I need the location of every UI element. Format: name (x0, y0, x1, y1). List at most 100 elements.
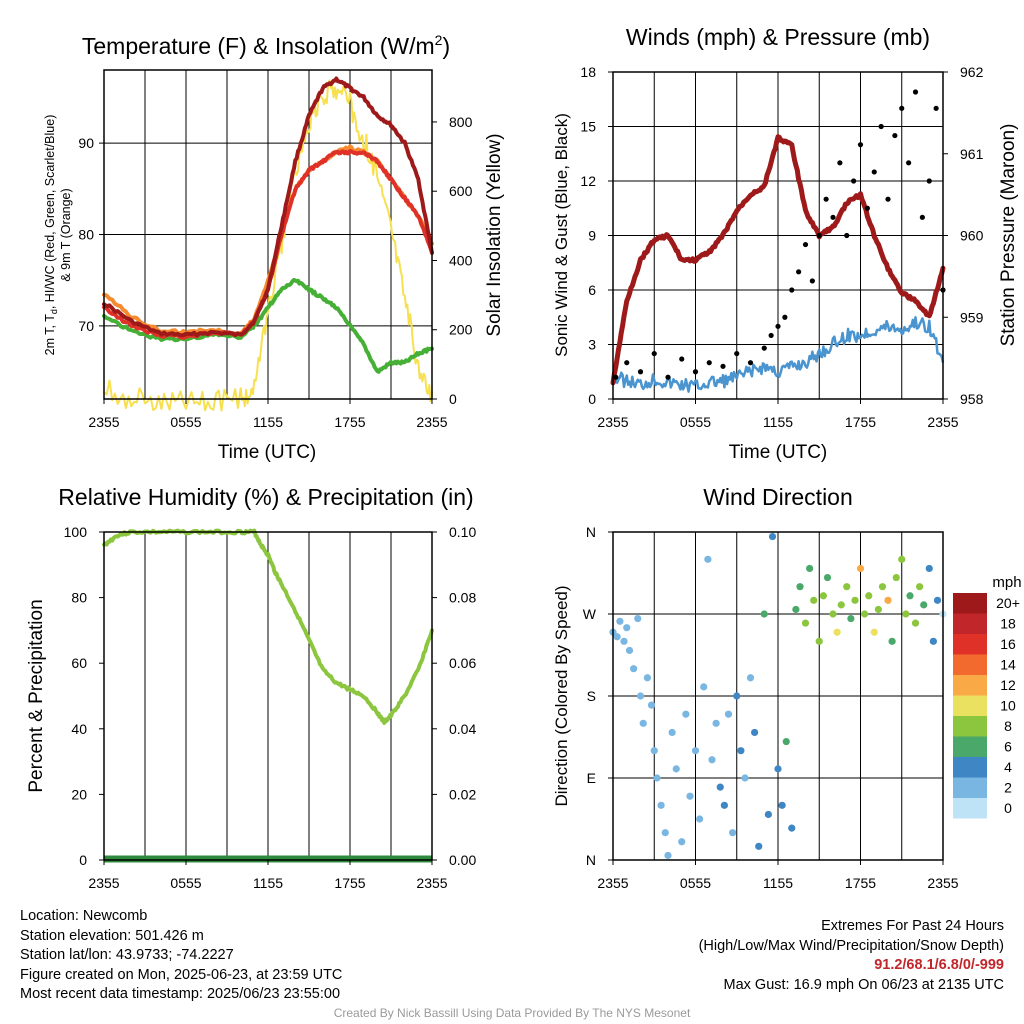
pressure-y-tick-label: 958 (960, 391, 984, 407)
direction-point (613, 633, 621, 641)
direction-point (664, 851, 672, 860)
speed-legend-swatch (953, 675, 987, 696)
speed-legend-swatch (953, 634, 987, 655)
extremes-title: Extremes For Past 24 Hours (821, 918, 1004, 934)
precipitation-y-ticks: 0.00 0.02 0.04 0.06 0.08 0.10 (432, 524, 476, 868)
gust-point (613, 374, 619, 380)
humidity-y-tick-label: 80 (71, 590, 87, 606)
direction-point (925, 564, 933, 573)
gust-point (926, 178, 932, 184)
humidity-y-axis-label: Percent & Precipitation (26, 599, 47, 792)
direction-point (823, 573, 832, 582)
precipitation-y-tick-label: 0.06 (449, 655, 476, 671)
winds-x-tick-label: 0555 (680, 414, 711, 430)
direction-point (672, 765, 680, 773)
direction-point (861, 610, 869, 618)
station-latlon: Station lat/lon: 43.9733; -74.2227 (20, 947, 234, 963)
speed-legend-label: 20+ (996, 595, 1020, 611)
speed-legend-label: 10 (1000, 698, 1016, 714)
speed-legend-swatch (953, 613, 987, 634)
speed-legend-label: 2 (1004, 780, 1012, 796)
direction-point (746, 674, 755, 682)
gust-point (796, 269, 802, 275)
temperature-y-axis-label: 2m T, Td, HI/WC (Red, Green, Scarlet/Blu… (43, 115, 59, 356)
precipitation-y-tick-label: 0.08 (449, 590, 476, 606)
meteogram-figure: Temperature (F) & Insolation (W/m2) 7080… (26, 24, 1022, 891)
gust-point (892, 132, 898, 139)
direction-point (724, 710, 733, 718)
wind-direction-grid (613, 531, 943, 861)
gust-point (665, 374, 671, 380)
gust-point (933, 105, 939, 111)
extremes-subtitle: (High/Low/Max Wind/Precipitation/Snow De… (698, 937, 1004, 954)
speed-legend-label: 18 (1000, 616, 1016, 632)
direction-point (815, 637, 823, 645)
credit-line: Created By Nick Bassill Using Data Provi… (333, 1006, 691, 1020)
direction-point (630, 665, 638, 673)
direction-point (874, 605, 882, 614)
humidity-x-tick-label: 2355 (88, 875, 119, 891)
gust-point (878, 123, 884, 130)
direction-point (782, 737, 790, 746)
wind-direction-x-tick-label: 1755 (845, 875, 876, 891)
wind-y-tick-label: 6 (588, 282, 596, 298)
direction-y-tick-label: E (587, 770, 596, 786)
direction-point (760, 610, 768, 618)
direction-point (851, 596, 859, 604)
gust-point (830, 214, 836, 220)
direction-point (837, 601, 845, 609)
speed-legend-swatch (953, 736, 987, 757)
direction-point (647, 701, 656, 709)
gust-point (747, 360, 754, 366)
wind-y-tick-label: 3 (588, 337, 596, 353)
direction-point (708, 756, 716, 764)
gust-point (912, 89, 919, 95)
temperature-x-tick-label: 2355 (416, 414, 447, 430)
direction-point (865, 592, 873, 600)
insolation-y-tick-label: 200 (449, 322, 473, 338)
temperature-x-tick-label: 0555 (170, 414, 201, 430)
precipitation-y-tick-label: 0.10 (449, 524, 476, 540)
wind-y-tick-label: 15 (580, 119, 596, 135)
direction-y-tick-label: N (586, 852, 596, 868)
speed-legend-swatch (953, 654, 987, 675)
station-elevation: Station elevation: 501.426 m (20, 927, 204, 944)
temperature-x-tick-label: 2355 (88, 414, 119, 430)
speed-color-legend: 20+ 18 16 14 12 10 8 6 4 2 0 (953, 593, 1020, 819)
direction-point (916, 583, 924, 591)
speed-legend-label: 8 (1004, 718, 1012, 734)
direction-point (755, 842, 763, 850)
direction-y-tick-label: N (586, 524, 596, 540)
speed-legend-swatch (953, 777, 987, 798)
gust-point (775, 323, 781, 329)
direction-point (778, 801, 786, 809)
gust-point (899, 105, 905, 111)
direction-point (751, 728, 759, 737)
humidity-y-ticks: 0 20 40 60 80 100 (64, 524, 104, 868)
humidity-x-tick-label: 1755 (334, 875, 365, 891)
direction-point (733, 692, 741, 700)
temperature-y-tick-label: 70 (78, 318, 94, 334)
winds-series (610, 89, 946, 393)
temperature-y-axis-label-line2: & 9m T (Orange) (59, 188, 73, 281)
direction-point (639, 719, 647, 727)
gust-point (706, 360, 712, 366)
direction-point (856, 564, 865, 573)
direction-point (792, 605, 800, 614)
direction-point (661, 829, 669, 837)
gust-point (844, 232, 850, 239)
gust-point (864, 205, 870, 211)
insolation-y-tick-label: 600 (449, 183, 473, 199)
gust-point (816, 232, 822, 239)
gust-point (871, 169, 877, 175)
direction-point (888, 637, 896, 645)
direction-point (764, 810, 772, 819)
direction-point (636, 692, 645, 700)
direction-y-tick-label: W (583, 606, 597, 622)
temperature-y-tick-label: 90 (78, 135, 94, 151)
gust-point (637, 369, 644, 375)
wind-direction-x-ticks: 2355 0555 1155 1755 2355 (597, 860, 959, 891)
temperature-series-line-4 (103, 79, 433, 412)
direction-point (801, 619, 810, 627)
